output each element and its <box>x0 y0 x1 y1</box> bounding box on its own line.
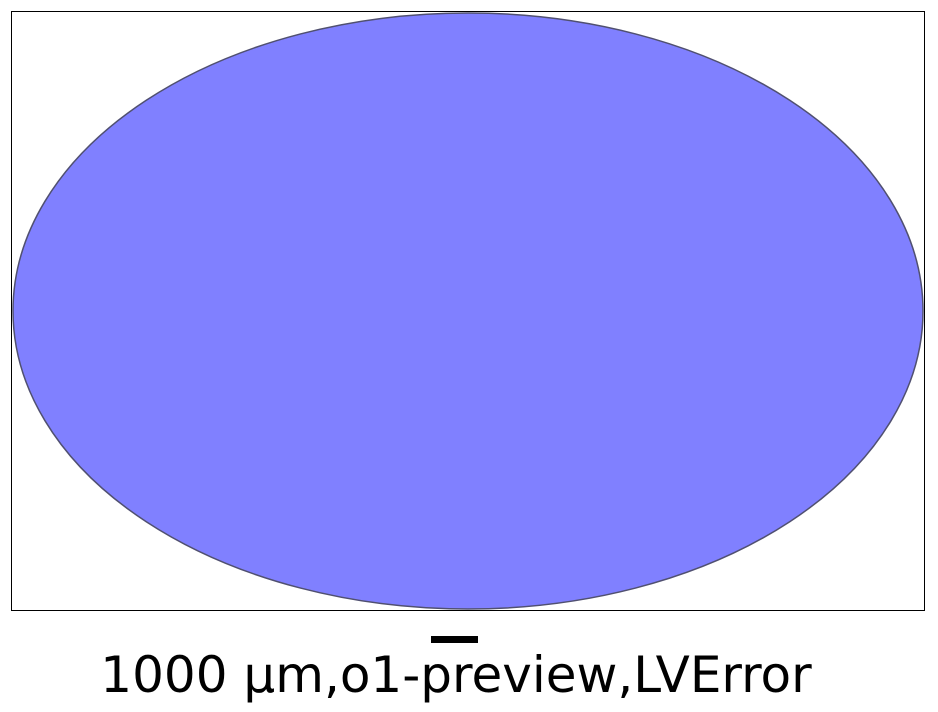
image-frame <box>11 11 925 611</box>
scale-bar <box>431 636 478 643</box>
ellipse-canvas <box>12 12 924 610</box>
figure-caption: 1000 µm,o1-preview,LVError <box>100 646 812 704</box>
ellipse-shape <box>12 12 924 610</box>
